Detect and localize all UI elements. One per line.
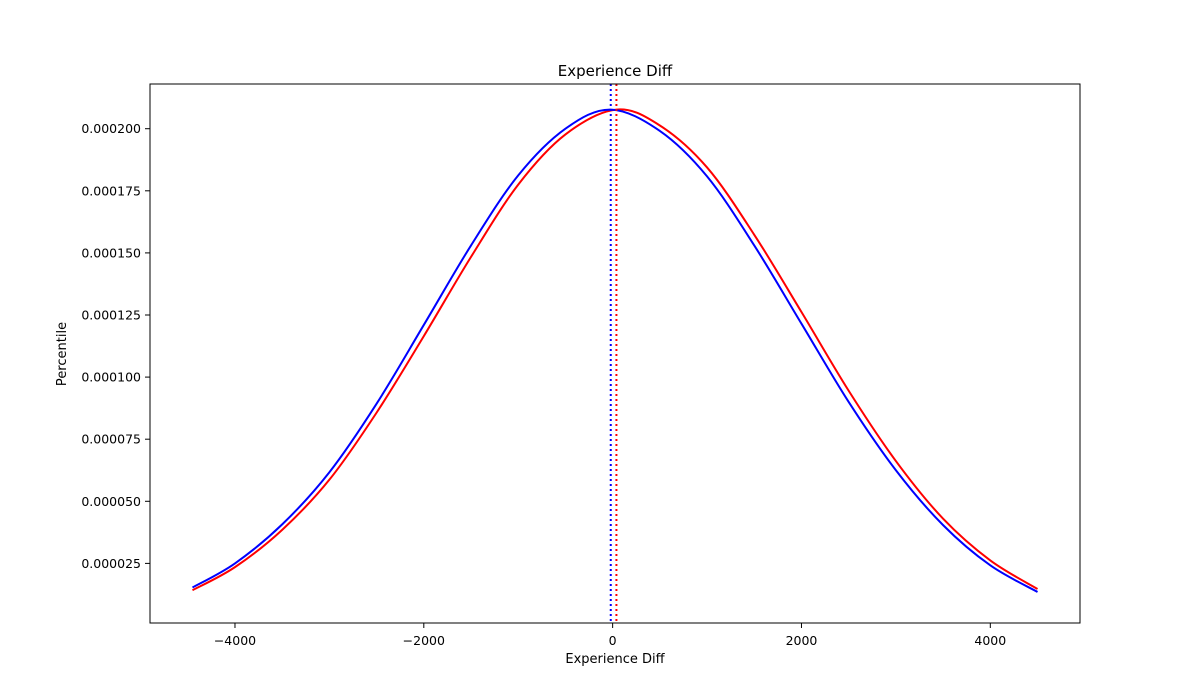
y-tick-label: 0.000100 bbox=[81, 370, 141, 385]
y-tick-label: 0.000050 bbox=[81, 494, 141, 509]
chart-title: Experience Diff bbox=[558, 62, 673, 80]
y-axis-label: Percentile bbox=[55, 322, 70, 386]
plot-marks bbox=[191, 84, 1039, 623]
y-tick-label: 0.000125 bbox=[81, 308, 141, 323]
x-tick-label: 2000 bbox=[786, 633, 818, 648]
y-tick-label: 0.000075 bbox=[81, 432, 141, 447]
x-axis-label: Experience Diff bbox=[565, 652, 665, 667]
x-tick-label: −2000 bbox=[403, 633, 445, 648]
x-tick-label: −4000 bbox=[214, 633, 256, 648]
series-line-1 bbox=[191, 108, 1039, 593]
y-tick-label: 0.000025 bbox=[81, 556, 141, 571]
y-tick-label: 0.000150 bbox=[81, 245, 141, 260]
x-tick-label: 4000 bbox=[974, 633, 1006, 648]
x-tick-label: 0 bbox=[609, 633, 617, 648]
series-line-0 bbox=[192, 108, 1039, 592]
plot-frame bbox=[149, 83, 1081, 624]
x-axis: −4000 −2000 0 2000 4000 bbox=[214, 623, 1006, 648]
y-tick-label: 0.000200 bbox=[81, 121, 141, 136]
y-axis: 0.000025 0.000050 0.000075 0.000100 0.000125… bbox=[81, 121, 150, 571]
y-tick-label: 0.000175 bbox=[81, 183, 141, 198]
